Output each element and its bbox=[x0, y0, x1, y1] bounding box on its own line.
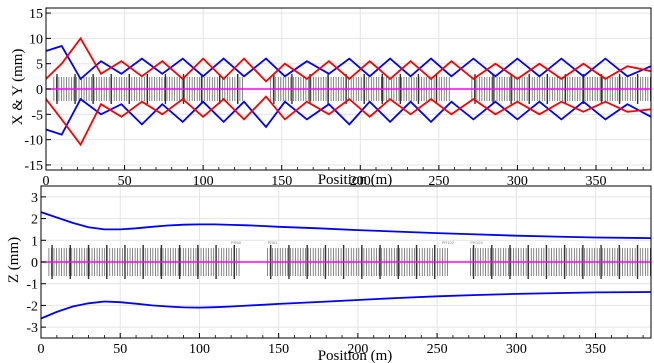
transverse-y-tick-label: 5 bbox=[36, 58, 43, 73]
transverse-y-tick-label: -15 bbox=[24, 159, 43, 174]
transverse-series-1-line bbox=[45, 97, 652, 136]
transverse-x-tick-label: 200 bbox=[350, 174, 371, 189]
panel-transverse-xlabel: Position (m) bbox=[318, 172, 393, 188]
longitudinal-y-tick-label: -1 bbox=[26, 278, 38, 293]
panel-transverse: Position (m) X & Y (mm) 0 50 100 150 200 250 3… bbox=[10, 7, 652, 189]
transverse-y-tick-label: 15 bbox=[29, 7, 43, 22]
panel-longitudinal: Position (m) Z (mm) PR60 PR61 PR102 PR103 0 5… bbox=[6, 185, 652, 363]
transverse-y-tick-label: 10 bbox=[29, 32, 43, 47]
longitudinal-x-tick-label: 200 bbox=[347, 342, 368, 357]
longitudinal-x-tick-label: 250 bbox=[427, 342, 448, 357]
transverse-x-tick-label: 0 bbox=[43, 174, 50, 189]
transverse-series-2-line bbox=[45, 36, 652, 83]
longitudinal-y-tick-label: -3 bbox=[26, 321, 38, 336]
longitudinal-series-1-line bbox=[40, 291, 652, 320]
transverse-y-tick-label: -5 bbox=[31, 108, 43, 123]
longitudinal-x-tick-label: 50 bbox=[113, 342, 127, 357]
longitudinal-y-tick-label: 1 bbox=[31, 234, 38, 249]
transverse-x-tick-label: 50 bbox=[118, 174, 132, 189]
longitudinal-y-tick-label: -2 bbox=[26, 299, 38, 314]
longitudinal-y-tick-label: 0 bbox=[31, 256, 38, 271]
longitudinal-lattice-label: PR61 bbox=[268, 240, 279, 245]
transverse-y-tick-label: 0 bbox=[36, 83, 43, 98]
transverse-x-tick-label: 350 bbox=[586, 174, 607, 189]
longitudinal-lattice-label: PR60 bbox=[231, 240, 242, 245]
transverse-series-0-line bbox=[45, 44, 652, 81]
longitudinal-series-0-line bbox=[40, 211, 652, 239]
transverse-x-tick-label: 250 bbox=[428, 174, 449, 189]
longitudinal-x-tick-label: 350 bbox=[585, 342, 606, 357]
longitudinal-lattice-label: PR102 bbox=[442, 240, 455, 245]
panel-longitudinal-ylabel: Z (mm) bbox=[6, 237, 22, 283]
transverse-x-tick-label: 300 bbox=[507, 174, 528, 189]
panel-longitudinal-xlabel: Position (m) bbox=[318, 348, 393, 363]
longitudinal-x-tick-label: 150 bbox=[268, 342, 289, 357]
transverse-series-3-line bbox=[45, 95, 652, 147]
longitudinal-x-tick-label: 0 bbox=[38, 342, 45, 357]
transverse-x-tick-label: 150 bbox=[271, 174, 292, 189]
panel-transverse-ylabel: X & Y (mm) bbox=[10, 49, 26, 126]
longitudinal-x-tick-label: 100 bbox=[189, 342, 210, 357]
transverse-y-tick-label: -10 bbox=[24, 134, 43, 149]
longitudinal-x-tick-label: 300 bbox=[506, 342, 527, 357]
transverse-x-tick-label: 100 bbox=[193, 174, 214, 189]
longitudinal-y-tick-label: 3 bbox=[31, 191, 38, 206]
longitudinal-lattice-label: PR103 bbox=[470, 240, 483, 245]
longitudinal-y-tick-label: 2 bbox=[31, 213, 38, 228]
